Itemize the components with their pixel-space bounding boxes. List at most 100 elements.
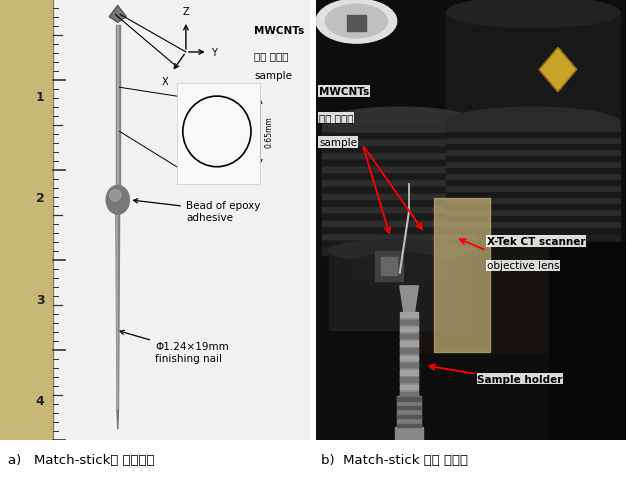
Bar xyxy=(446,168,620,174)
Polygon shape xyxy=(558,48,577,71)
Text: 0.65mm: 0.65mm xyxy=(264,116,274,148)
Bar xyxy=(322,214,477,220)
Bar xyxy=(400,370,418,375)
Text: sample: sample xyxy=(319,137,357,148)
Text: Y: Y xyxy=(233,128,239,136)
Bar xyxy=(329,251,471,331)
Bar xyxy=(322,161,477,166)
Text: 3: 3 xyxy=(36,293,44,306)
Bar xyxy=(446,13,620,123)
Bar xyxy=(322,194,477,199)
Polygon shape xyxy=(539,48,577,92)
Bar xyxy=(400,385,418,389)
FancyBboxPatch shape xyxy=(434,198,490,352)
Ellipse shape xyxy=(326,5,387,39)
Text: Z: Z xyxy=(208,101,215,110)
Bar xyxy=(400,342,418,346)
Text: Y: Y xyxy=(212,48,217,58)
Text: b)  Match-stick 샘플 마운트: b) Match-stick 샘플 마운트 xyxy=(321,454,468,466)
Polygon shape xyxy=(116,215,120,409)
Bar xyxy=(322,235,477,240)
Text: 4: 4 xyxy=(36,394,44,408)
Text: Φ1.24×19mm
finishing nail: Φ1.24×19mm finishing nail xyxy=(120,331,228,363)
Bar xyxy=(116,27,120,189)
Text: X: X xyxy=(201,144,207,153)
Ellipse shape xyxy=(316,0,397,44)
Text: MWCNTs: MWCNTs xyxy=(254,27,304,36)
Bar xyxy=(322,201,477,206)
Text: Bead of epoxy
adhesive: Bead of epoxy adhesive xyxy=(133,199,260,222)
Bar xyxy=(446,210,620,215)
Text: MWCNTs: MWCNTs xyxy=(319,87,369,97)
Bar xyxy=(446,222,620,227)
Ellipse shape xyxy=(106,186,130,215)
Bar xyxy=(446,193,620,197)
Bar xyxy=(395,427,423,440)
Bar xyxy=(397,424,421,427)
Ellipse shape xyxy=(446,108,620,139)
Bar xyxy=(548,242,626,440)
Bar xyxy=(322,221,477,227)
Bar xyxy=(322,187,477,193)
Bar xyxy=(116,27,118,189)
Bar xyxy=(322,208,477,213)
Bar xyxy=(446,175,620,180)
FancyBboxPatch shape xyxy=(397,396,421,432)
Bar xyxy=(409,110,564,352)
Bar xyxy=(322,123,477,256)
Bar xyxy=(397,406,421,409)
Bar xyxy=(322,140,477,146)
Bar xyxy=(400,363,418,367)
Bar xyxy=(56,0,310,440)
Bar xyxy=(446,216,620,222)
Polygon shape xyxy=(400,287,418,317)
Ellipse shape xyxy=(346,253,454,288)
Bar xyxy=(446,133,620,138)
Bar xyxy=(400,356,418,361)
Bar xyxy=(397,397,421,401)
Bar xyxy=(322,154,477,159)
Bar xyxy=(322,167,477,173)
Text: 2: 2 xyxy=(36,192,44,205)
Bar xyxy=(400,334,418,339)
Bar xyxy=(381,257,397,275)
Bar xyxy=(446,163,620,168)
Bar xyxy=(397,415,421,418)
Bar xyxy=(400,327,418,332)
Ellipse shape xyxy=(322,108,477,139)
Text: objective lens: objective lens xyxy=(486,261,559,271)
Bar xyxy=(446,123,620,242)
Text: a)   Match-stick형 샘플몰드: a) Match-stick형 샘플몰드 xyxy=(8,454,155,466)
Text: X: X xyxy=(162,77,169,87)
Bar xyxy=(322,228,477,233)
Bar xyxy=(400,349,418,353)
Bar xyxy=(400,317,418,396)
Bar xyxy=(322,242,477,247)
Bar xyxy=(322,174,477,179)
Text: Sample holder: Sample holder xyxy=(477,374,563,384)
Polygon shape xyxy=(116,215,118,409)
Bar xyxy=(400,392,418,396)
Bar xyxy=(446,181,620,186)
Bar xyxy=(446,127,620,132)
Bar xyxy=(446,198,620,204)
Bar xyxy=(177,84,260,185)
Bar xyxy=(446,186,620,192)
Bar xyxy=(446,139,620,144)
Text: Z: Z xyxy=(183,7,189,17)
Bar xyxy=(400,320,418,324)
Bar xyxy=(446,204,620,210)
Bar xyxy=(446,228,620,233)
Bar xyxy=(0,0,53,440)
Ellipse shape xyxy=(446,0,620,29)
Bar xyxy=(322,147,477,152)
Bar xyxy=(400,378,418,382)
Text: sample: sample xyxy=(254,71,292,80)
Bar xyxy=(322,127,477,132)
Bar xyxy=(446,145,620,150)
Bar xyxy=(400,313,418,317)
Text: 교착 시멘트: 교착 시멘트 xyxy=(319,113,354,123)
Text: 교착 시멘트: 교착 시멘트 xyxy=(254,51,289,60)
Bar xyxy=(446,151,620,156)
Bar xyxy=(375,251,403,282)
